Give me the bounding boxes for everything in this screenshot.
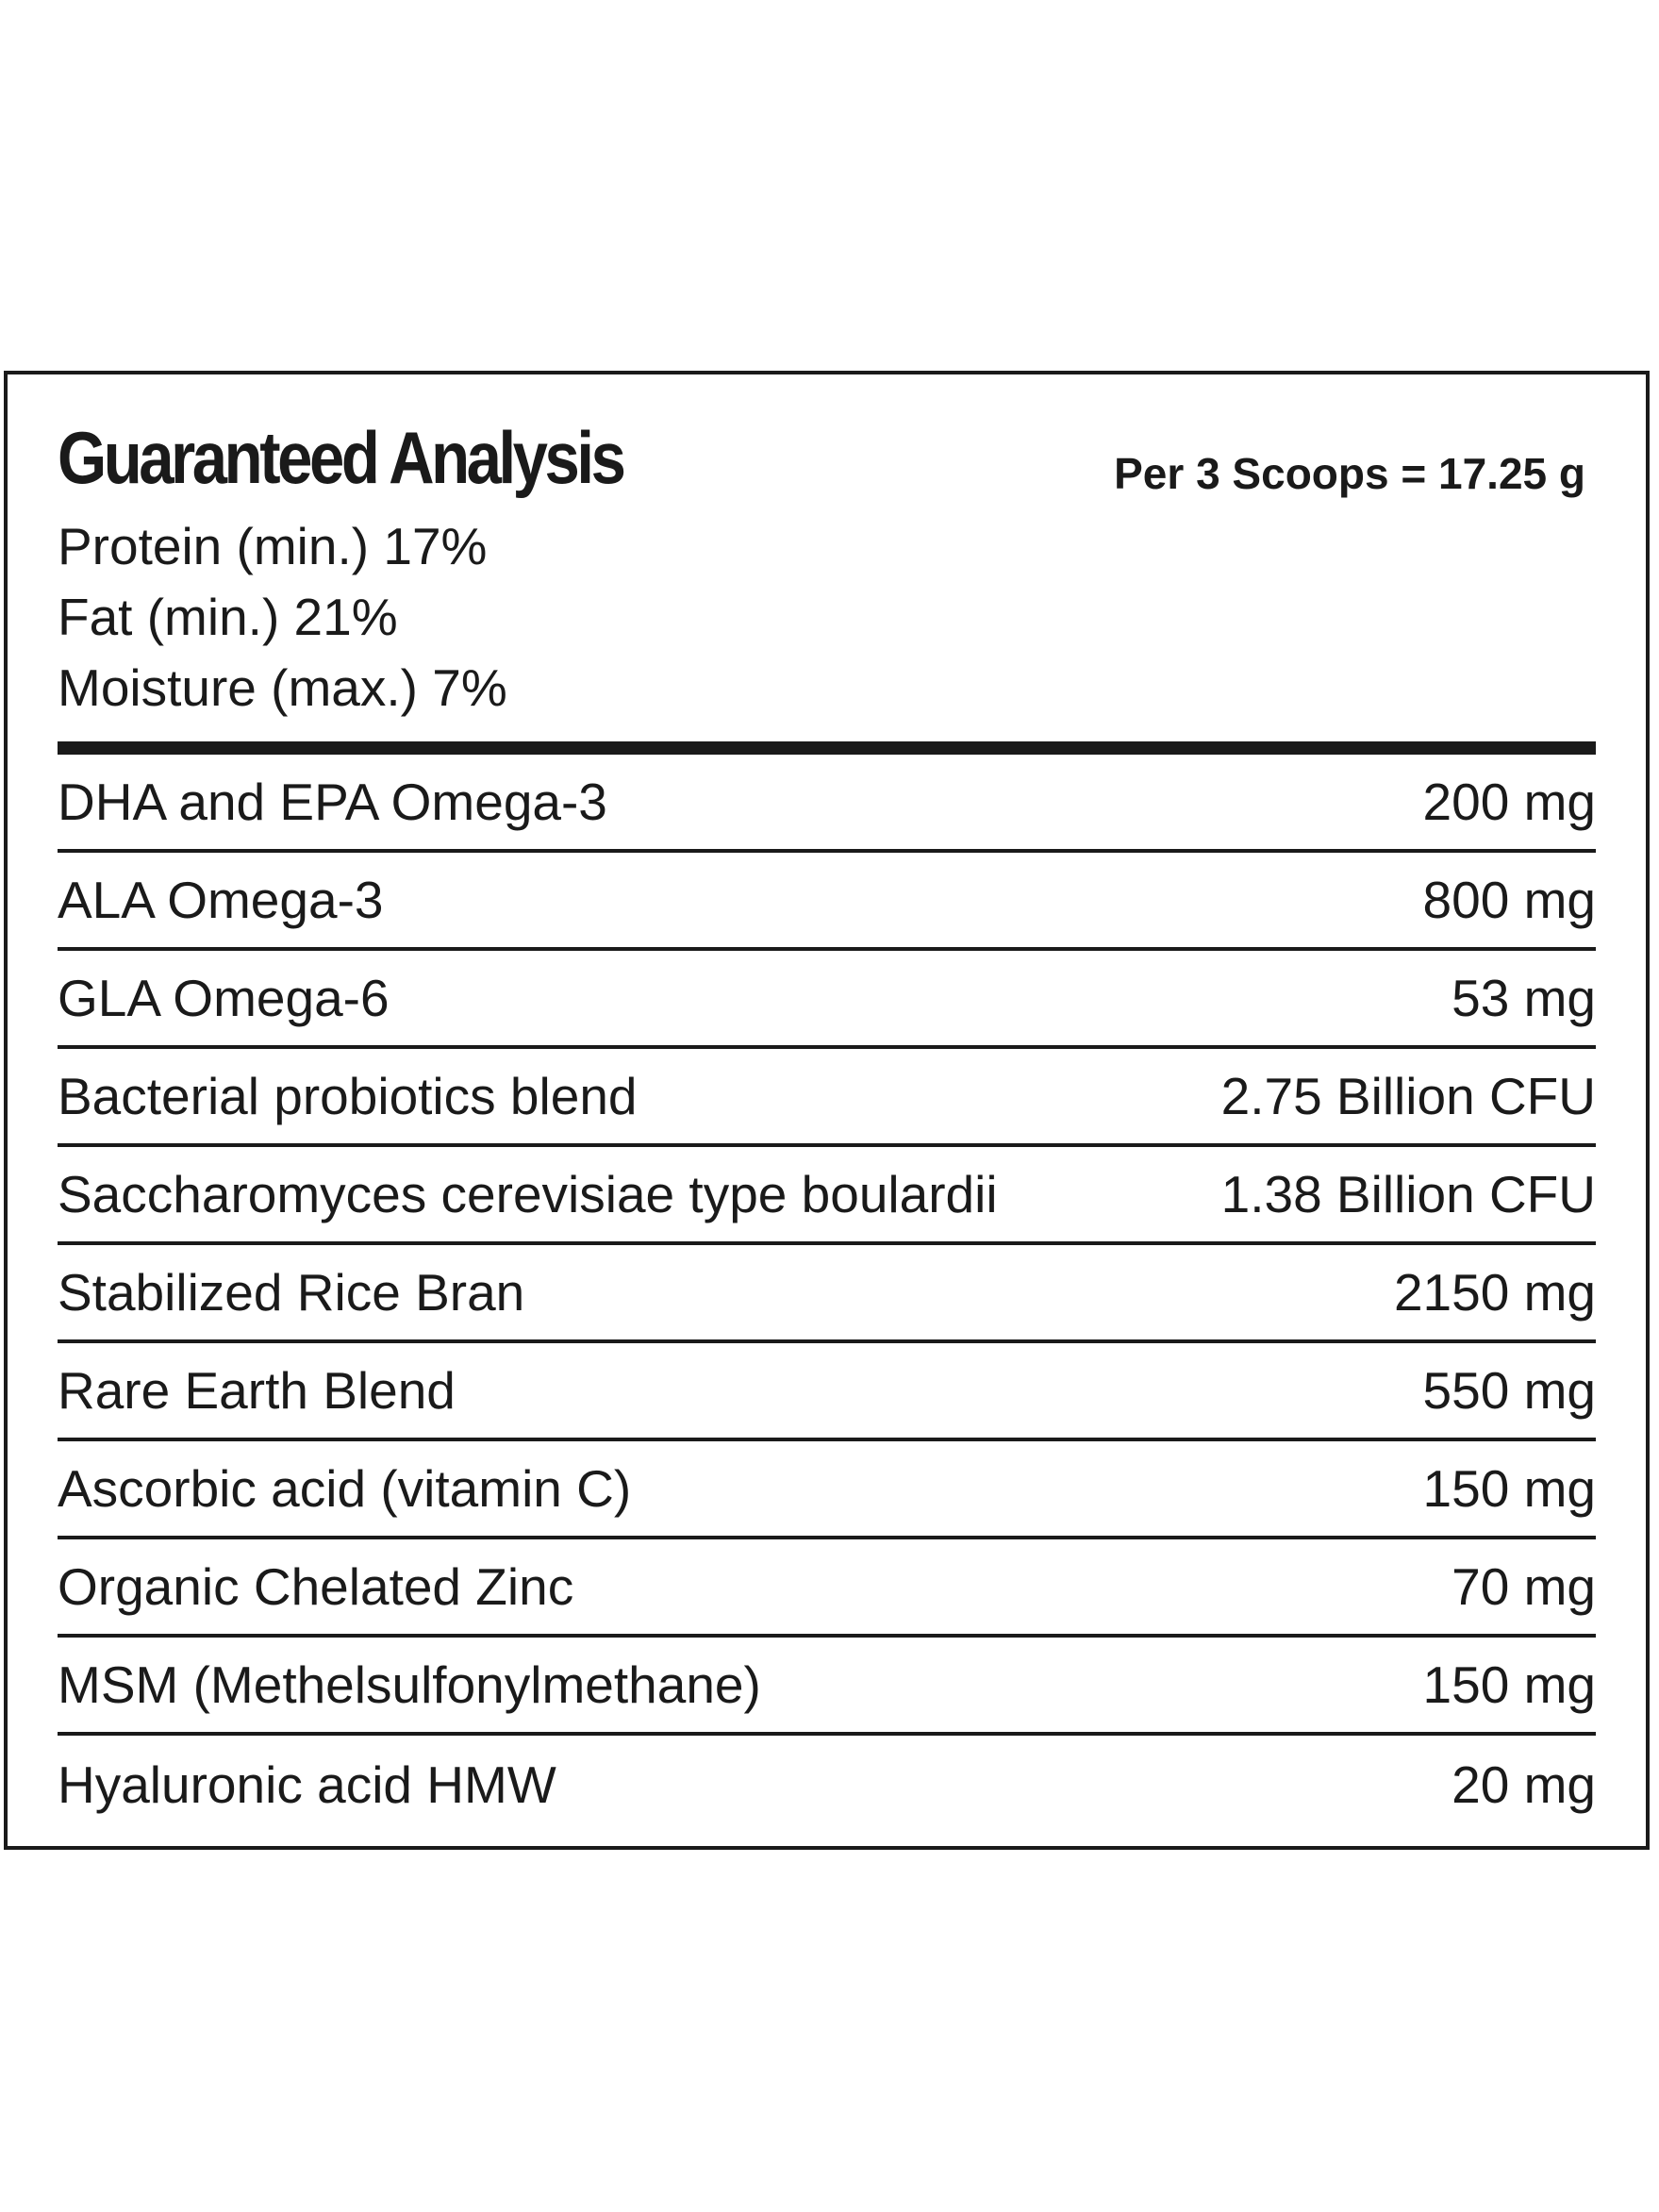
- ingredient-name: Hyaluronic acid HMW: [58, 1755, 556, 1814]
- ingredient-amount: 800 mg: [1422, 870, 1596, 929]
- ingredient-amount: 70 mg: [1452, 1556, 1596, 1616]
- guarantee-fat: Fat (min.) 21%: [58, 588, 398, 646]
- ingredient-row: Organic Chelated Zinc 70 mg: [58, 1539, 1596, 1638]
- ingredient-name: GLA Omega-6: [58, 968, 390, 1027]
- ingredient-row: Bacterial probiotics blend 2.75 Billion …: [58, 1049, 1596, 1147]
- ingredient-amount: 550 mg: [1422, 1360, 1596, 1420]
- ingredient-row: Rare Earth Blend 550 mg: [58, 1343, 1596, 1441]
- ingredient-row: ALA Omega-3 800 mg: [58, 853, 1596, 951]
- section-divider: [58, 741, 1596, 755]
- ingredient-row: GLA Omega-6 53 mg: [58, 951, 1596, 1049]
- guaranteed-analysis-panel: Guaranteed Analysis Per 3 Scoops = 17.25…: [4, 371, 1650, 1850]
- ingredient-name: MSM (Methelsulfonylmethane): [58, 1655, 761, 1714]
- guarantee-moisture: Moisture (max.) 7%: [58, 658, 507, 717]
- ingredient-row: Hyaluronic acid HMW 20 mg: [58, 1736, 1596, 1834]
- ingredient-amount: 20 mg: [1452, 1755, 1596, 1814]
- ingredient-amount: 150 mg: [1422, 1458, 1596, 1518]
- ingredient-amount: 2.75 Billion CFU: [1220, 1066, 1596, 1125]
- ingredient-row: Saccharomyces cerevisiae type boulardii …: [58, 1147, 1596, 1245]
- ingredient-row: Stabilized Rice Bran 2150 mg: [58, 1245, 1596, 1343]
- ingredient-amount: 200 mg: [1422, 772, 1596, 831]
- ingredient-row: MSM (Methelsulfonylmethane) 150 mg: [58, 1638, 1596, 1736]
- ingredient-name: Ascorbic acid (vitamin C): [58, 1458, 632, 1518]
- ingredient-name: ALA Omega-3: [58, 870, 384, 929]
- guarantee-list: Protein (min.) 17% Fat (min.) 21% Moistu…: [58, 511, 507, 723]
- ingredient-amount: 150 mg: [1422, 1655, 1596, 1714]
- ingredient-name: Organic Chelated Zinc: [58, 1556, 574, 1616]
- ingredient-name: DHA and EPA Omega-3: [58, 772, 607, 831]
- ingredient-table: DHA and EPA Omega-3 200 mg ALA Omega-3 8…: [58, 755, 1596, 1834]
- ingredient-name: Saccharomyces cerevisiae type boulardii: [58, 1164, 998, 1223]
- ingredient-row: DHA and EPA Omega-3 200 mg: [58, 755, 1596, 853]
- serving-size: Per 3 Scoops = 17.25 g: [1114, 449, 1585, 498]
- ingredient-name: Stabilized Rice Bran: [58, 1262, 525, 1322]
- ingredient-amount: 53 mg: [1452, 968, 1596, 1027]
- ingredient-name: Rare Earth Blend: [58, 1360, 456, 1420]
- ingredient-row: Ascorbic acid (vitamin C) 150 mg: [58, 1441, 1596, 1539]
- ingredient-amount: 1.38 Billion CFU: [1220, 1164, 1596, 1223]
- guarantee-protein: Protein (min.) 17%: [58, 517, 488, 575]
- ingredient-amount: 2150 mg: [1393, 1262, 1596, 1322]
- panel-title: Guaranteed Analysis: [58, 416, 626, 499]
- ingredient-name: Bacterial probiotics blend: [58, 1066, 638, 1125]
